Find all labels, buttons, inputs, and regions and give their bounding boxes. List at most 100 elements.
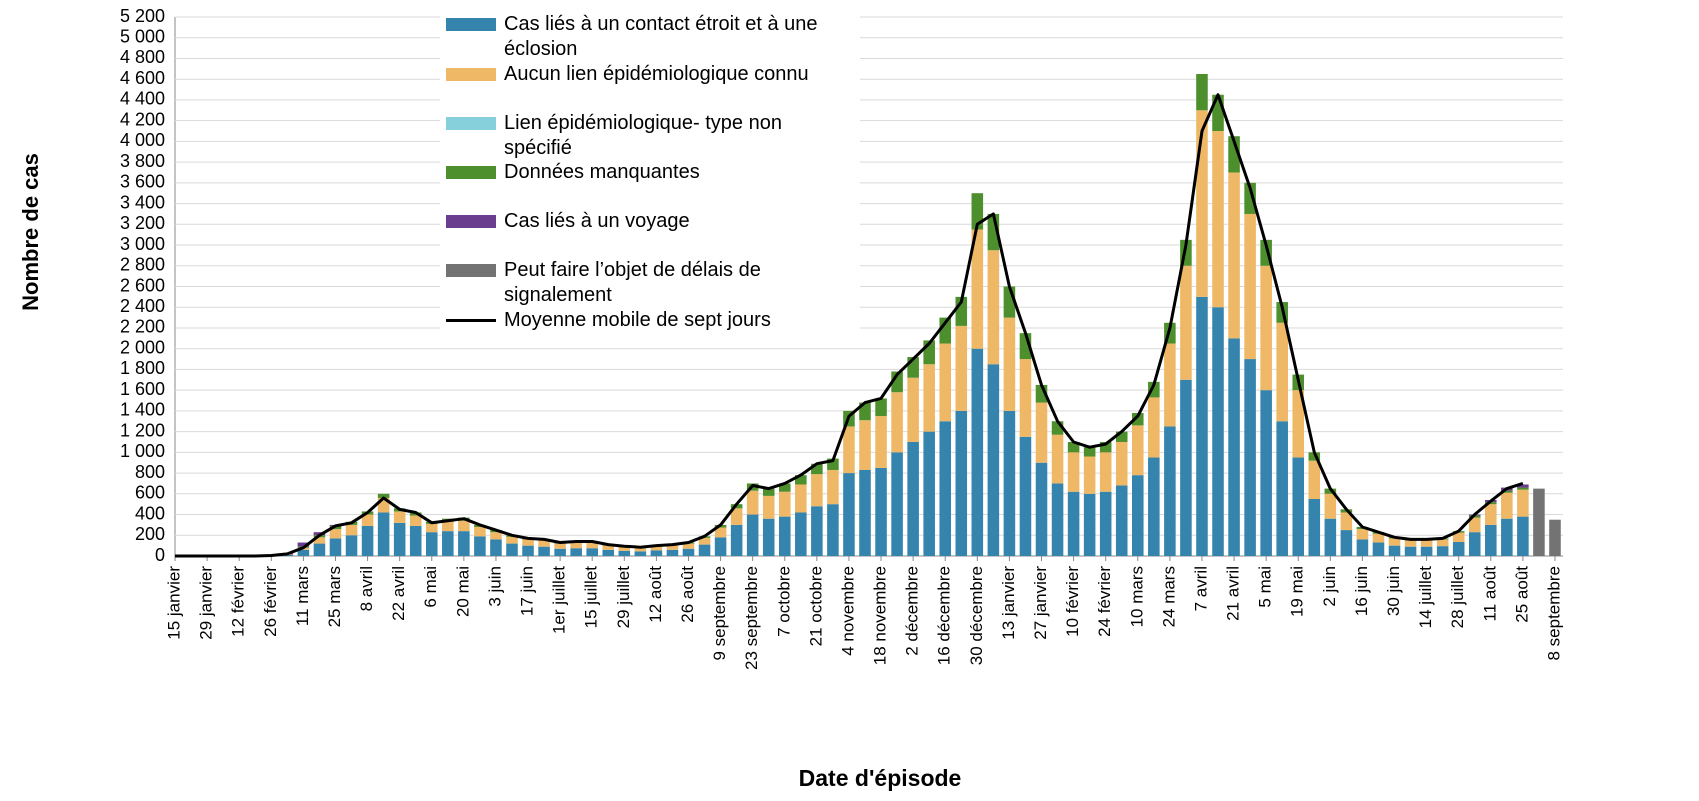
bar-segment — [1099, 441, 1112, 453]
y-axis-title: Nombre de cas — [18, 153, 43, 311]
bar-segment — [1436, 546, 1449, 556]
bar-segment — [1260, 239, 1272, 266]
bar-segment — [1517, 484, 1529, 488]
bar-segment — [827, 469, 839, 505]
bar-segment — [538, 540, 550, 547]
x-tick-label: 5 mai — [1256, 566, 1275, 608]
bar-segment — [506, 536, 518, 544]
y-tick-label: 1 000 — [120, 441, 165, 461]
x-tick-label: 11 mars — [293, 566, 312, 626]
x-tick-label: 18 novembre — [871, 566, 890, 665]
bar-segment — [1196, 296, 1208, 556]
x-tick-label: 16 décembre — [935, 566, 954, 665]
bar-segment — [1404, 540, 1417, 547]
x-tick-label: 4 novembre — [838, 566, 857, 656]
x-tick-label: 15 juillet — [582, 566, 601, 629]
bar-segment — [1132, 412, 1144, 426]
x-tick-label: 26 février — [261, 566, 280, 637]
bar-segment — [1276, 421, 1288, 556]
bar-segment — [586, 542, 598, 549]
bar-segment — [1468, 532, 1481, 556]
bar-segment — [762, 495, 775, 519]
bar-segment — [971, 348, 984, 556]
bar-segment — [891, 452, 903, 556]
bar-segment — [795, 512, 807, 556]
x-tick-label: 3 juin — [485, 566, 504, 607]
bar-segment — [778, 516, 791, 556]
bar-segment — [458, 531, 470, 556]
bar-segment — [1324, 488, 1337, 494]
bar-segment — [1164, 343, 1176, 427]
bar-segment — [1067, 441, 1080, 453]
bar-segment — [522, 545, 534, 556]
bar-segment — [795, 484, 807, 513]
bar-segment — [1244, 359, 1256, 556]
bar-segment — [1517, 489, 1529, 517]
x-tick-label: 30 juin — [1384, 566, 1403, 616]
bar-segment — [1485, 524, 1497, 556]
bar-segment — [1372, 542, 1385, 556]
bar-segment — [1148, 457, 1160, 556]
bar-segment — [682, 548, 695, 556]
bar-segment — [1099, 452, 1112, 492]
bar-segment — [666, 545, 679, 550]
bar-segment — [1003, 317, 1016, 411]
bar-segment — [1324, 493, 1337, 519]
legend-label: Cas liés à un contact étroit et à une éc… — [504, 13, 818, 60]
y-tick-label: 200 — [135, 524, 165, 544]
bar-segment — [1452, 532, 1465, 543]
bar-segment — [297, 549, 310, 556]
bar-segment — [650, 546, 663, 551]
moving-average-line — [175, 93, 1524, 558]
bar-segment — [939, 317, 952, 344]
bar-segment — [618, 546, 631, 551]
x-tick-label: 14 juillet — [1416, 566, 1435, 629]
x-tick-label: 21 octobre — [806, 566, 825, 646]
y-tick-label: 600 — [135, 483, 165, 503]
x-tick-label: 7 avril — [1191, 566, 1210, 611]
y-tick-label: 2 400 — [120, 296, 165, 316]
bar-segment — [1164, 426, 1176, 556]
bar-segment — [1260, 265, 1272, 391]
bar-segment — [923, 431, 935, 556]
y-tick-label: 2 200 — [120, 317, 165, 337]
bar-segment — [506, 543, 518, 556]
y-tick-label: 4 000 — [120, 130, 165, 150]
y-tick-label: 3 800 — [120, 151, 165, 171]
y-tick-label: 2 600 — [120, 275, 165, 295]
bar-segment — [730, 524, 743, 556]
bar-segment — [1501, 492, 1513, 519]
y-tick-label: 4 600 — [120, 68, 165, 88]
bar-segment — [1292, 390, 1305, 458]
bar-segment — [586, 548, 598, 556]
x-tick-label: 23 septembre — [742, 566, 761, 670]
bar-segment — [329, 538, 342, 556]
x-tick-label: 12 août — [646, 566, 665, 623]
y-tick-label: 3 600 — [120, 172, 165, 192]
legend-label: Données manquantes — [504, 161, 700, 183]
bar-segment — [714, 527, 727, 538]
bar-segment — [1115, 441, 1128, 486]
bar-segment — [1019, 359, 1032, 437]
bar-segment — [907, 441, 919, 556]
bar-segment — [827, 504, 839, 556]
bar-segment — [811, 474, 823, 507]
x-tick-label: 15 janvier — [165, 566, 184, 640]
bar-segment — [939, 421, 952, 556]
bar-segment — [875, 416, 887, 468]
bar-segment — [1228, 136, 1240, 173]
bar-segment — [923, 340, 935, 365]
y-tick-label: 1 600 — [120, 379, 165, 399]
bar-segment — [939, 343, 952, 422]
legend-label: Aucun lien épidémiologique connu — [504, 63, 809, 85]
bar-segment — [971, 229, 984, 349]
bar-segment — [1308, 498, 1321, 556]
bar-segment — [955, 325, 968, 411]
bar-segment — [281, 554, 294, 556]
bar-segment — [377, 497, 390, 513]
legend-swatch — [446, 215, 496, 228]
bar-segment — [746, 514, 759, 556]
bar-segment — [1212, 131, 1224, 308]
bar-segment — [474, 536, 486, 556]
bar-segment — [650, 550, 663, 556]
